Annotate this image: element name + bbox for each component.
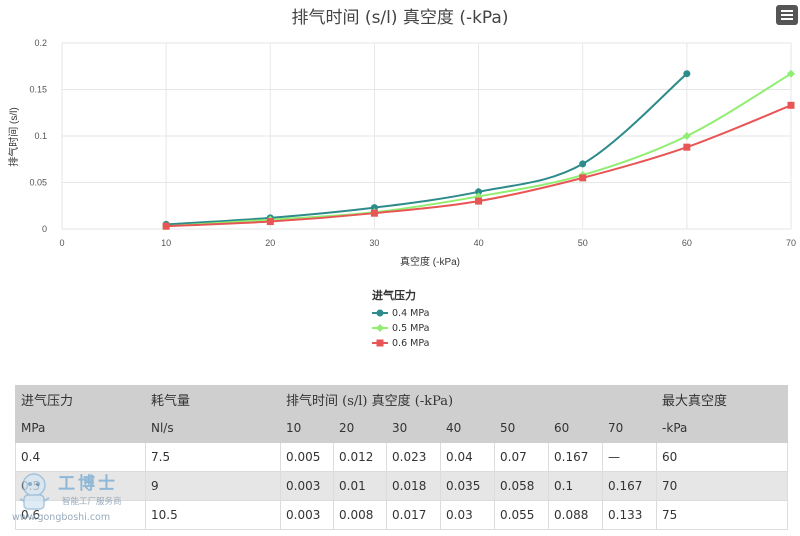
legend-label: 0.4 MPa — [392, 308, 430, 319]
table-header-cell: 50 — [494, 413, 549, 443]
y-tick-label: 0.05 — [29, 178, 47, 188]
chart-plot: 0 10 20 30 40 50 60 70 0 0.05 0.1 0.15 0.2 真空度 (-kPa… — [7, 38, 796, 268]
data-point[interactable] — [475, 188, 483, 196]
data-point[interactable] — [579, 174, 587, 182]
legend-title: 进气压力 — [372, 289, 416, 302]
y-tick-label: 0.2 — [34, 38, 47, 48]
table-header-cell: 60 — [548, 413, 603, 443]
table-cell: 0.003 — [280, 471, 334, 501]
legend-label: 0.6 MPa — [392, 338, 430, 349]
chart-menu-button[interactable] — [776, 5, 798, 25]
table-cell: 0.01 — [333, 471, 387, 501]
watermark-subtitle: 智能工厂服务商 — [62, 497, 122, 507]
x-tick-label: 70 — [786, 238, 796, 248]
table-cell: 0.1 — [548, 471, 603, 501]
data-point[interactable] — [683, 70, 691, 78]
data-point[interactable] — [787, 69, 795, 78]
x-tick-label: 40 — [474, 238, 484, 248]
legend-swatch — [372, 339, 388, 347]
table-row: 0.4 7.5 0.005 0.012 0.023 0.04 0.07 0.167—60 — [15, 442, 789, 472]
legend-label: 0.5 MPa — [392, 323, 430, 334]
table-cell: 0.003 — [280, 500, 334, 530]
series-layer — [162, 69, 795, 231]
y-tick-label: 0.15 — [29, 85, 47, 95]
table-header-cell: 30 — [386, 413, 441, 443]
x-tick-label: 10 — [161, 238, 171, 248]
table-cell: 0.04 — [440, 442, 495, 472]
table-header-cell: 20 — [333, 413, 387, 443]
x-tick-label: 0 — [59, 238, 64, 248]
table-cell: 0.088 — [548, 500, 603, 530]
watermark-robot-logo — [19, 473, 50, 510]
legend-swatch — [372, 309, 388, 317]
table-cell: 70 — [656, 471, 789, 501]
table-cell: 0.035 — [440, 471, 495, 501]
grid-lines — [61, 42, 792, 230]
table-cell: 0.008 — [333, 500, 387, 530]
data-table: 进气压力 耗气量 排气时间 (s/l) 真空度 (-kPa) 最大真空度 MPa… — [15, 385, 789, 530]
table-cell: — — [601, 442, 658, 472]
series-line-0-4-mpa — [166, 72, 688, 226]
table-header-row: MPa Nl/s 10 20 30 40 50 60 70 -kPa — [15, 413, 789, 443]
table-row: 0.6 10.5 0.003 0.008 0.017 0.03 0.055 0.088 0.13… — [15, 500, 789, 530]
x-tick-label: 60 — [682, 238, 692, 248]
table-cell: 0.005 — [280, 442, 334, 472]
table-cell: 60 — [656, 442, 789, 472]
table-header-cell: 最大真空度 — [656, 385, 789, 414]
y-axis-label: 排气时间 (s/l) — [7, 107, 20, 166]
table-header-cell: 10 — [280, 413, 334, 443]
table-cell: 0.07 — [494, 442, 549, 472]
table-cell: 0.167 — [548, 442, 603, 472]
data-point[interactable] — [266, 218, 274, 226]
watermark-url: www.gongboshi.com — [12, 512, 111, 523]
chart-title: 排气时间 (s/l) 真空度 (-kPa) — [291, 8, 509, 28]
table-header-row: 进气压力 耗气量 排气时间 (s/l) 真空度 (-kPa) 最大真空度 — [15, 385, 789, 414]
x-axis-label: 真空度 (-kPa) — [400, 255, 460, 268]
table-header-cell: 耗气量 — [145, 385, 281, 414]
table-cell: 0.03 — [440, 500, 495, 530]
data-point[interactable] — [370, 209, 378, 217]
table-header-cell: 40 — [440, 413, 495, 443]
table-cell: 7.5 — [145, 442, 281, 472]
data-point[interactable] — [682, 132, 691, 140]
table-cell: 9 — [145, 471, 281, 501]
table-header-cell: Nl/s — [145, 413, 281, 443]
y-tick-label: 0 — [42, 224, 47, 234]
legend-swatch — [372, 324, 388, 332]
table-header-cell: -kPa — [656, 413, 789, 443]
table-header-cell: 排气时间 (s/l) 真空度 (-kPa) — [279, 385, 658, 414]
table-cell: 0.058 — [494, 471, 549, 501]
tick-labels: 0 10 20 30 40 50 60 70 0 0.05 0.1 0.15 0.2 — [29, 38, 796, 248]
table-cell: 0.023 — [386, 442, 441, 472]
watermark-brand: 工博士 — [58, 474, 118, 494]
data-point[interactable] — [475, 197, 483, 205]
table-cell: 0.018 — [386, 471, 441, 501]
x-tick-label: 20 — [265, 238, 275, 248]
data-point[interactable] — [370, 204, 378, 212]
table-cell: 0.055 — [494, 500, 549, 530]
table-cell: 0.017 — [386, 500, 441, 530]
y-tick-label: 0.1 — [34, 131, 47, 141]
data-point[interactable] — [787, 101, 795, 109]
data-point[interactable] — [683, 143, 691, 151]
table-cell: 0.133 — [601, 500, 658, 530]
table-header-cell: MPa — [15, 413, 146, 443]
table-cell: 75 — [656, 500, 789, 530]
table-cell: 0.4 — [15, 442, 146, 472]
table-header-cell: 70 — [601, 413, 658, 443]
x-tick-label: 30 — [369, 238, 379, 248]
table-cell: 10.5 — [145, 500, 281, 530]
table-cell: 0.012 — [333, 442, 387, 472]
data-point[interactable] — [162, 222, 170, 230]
table-cell: 0.167 — [601, 471, 658, 501]
data-point[interactable] — [579, 160, 587, 168]
table-header-cell: 进气压力 — [15, 385, 146, 414]
x-tick-label: 50 — [578, 238, 588, 248]
